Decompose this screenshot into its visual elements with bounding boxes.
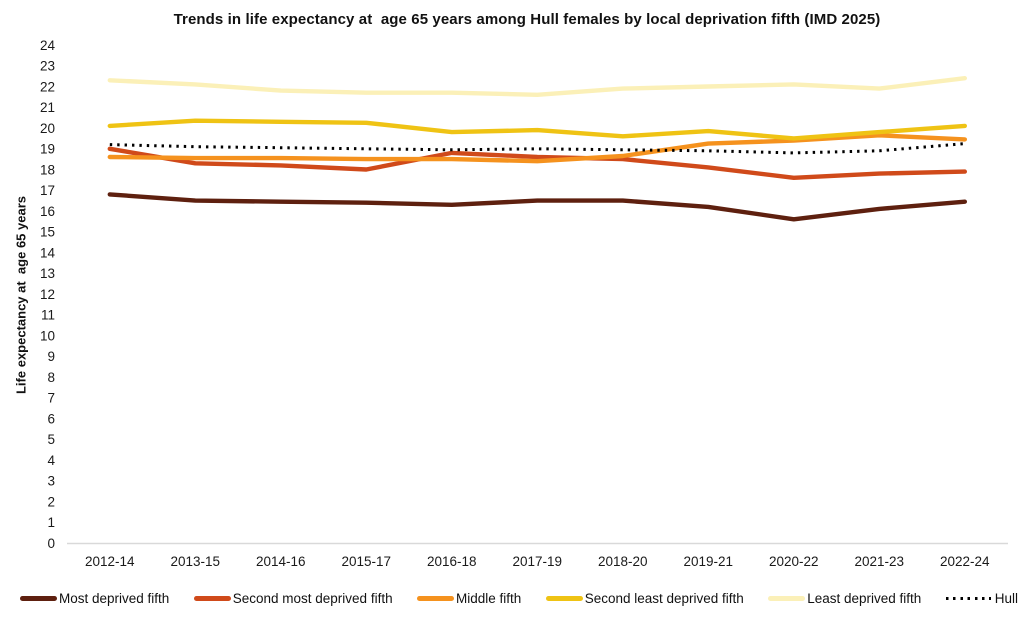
legend-item-second-most-deprived: Second most deprived fifth	[193, 591, 393, 606]
x-tick-label: 2014-16	[256, 554, 306, 569]
y-tick-label: 9	[47, 349, 55, 364]
legend-label: Second most deprived fifth	[232, 591, 393, 606]
y-tick-label: 11	[41, 308, 55, 323]
x-tick-label: 2022-24	[940, 554, 990, 569]
legend-item-most-deprived: Most deprived fifth	[20, 591, 169, 606]
y-tick-label: 22	[40, 79, 55, 94]
y-tick-label: 21	[40, 100, 55, 115]
legend-item-middle: Middle fifth	[417, 591, 521, 606]
legend-swatch-least-deprived	[768, 596, 806, 601]
legend-label: Second least deprived fifth	[584, 591, 744, 606]
x-tick-label: 2019-21	[683, 554, 733, 569]
y-tick-label: 8	[47, 370, 55, 385]
y-tick-label: 2	[47, 494, 55, 509]
legend-swatch-most-deprived	[20, 596, 57, 601]
y-tick-label: 7	[47, 391, 55, 406]
y-tick-label: 12	[40, 287, 55, 302]
y-tick-label: 23	[40, 59, 55, 74]
y-tick-label: 15	[40, 225, 55, 240]
y-tick-label: 1	[47, 515, 55, 530]
series-line-most-deprived-fifth	[107, 192, 967, 222]
y-tick-label: 13	[40, 266, 55, 281]
y-tick-label: 0	[47, 536, 55, 551]
x-tick-label: 2012-14	[85, 554, 135, 569]
y-tick-label: 24	[40, 38, 56, 53]
legend-item-hull: Hull	[945, 591, 1018, 606]
x-tick-label: 2020-22	[769, 554, 819, 569]
legend-swatch-second-least-deprived	[545, 596, 583, 601]
series-line-middle-fifth	[107, 133, 967, 164]
legend-label: Least deprived fifth	[807, 591, 922, 606]
x-tick-label: 2016-18	[427, 554, 477, 569]
series-line-second-least-deprived-fifth	[107, 118, 967, 141]
legend-label: Middle fifth	[456, 591, 522, 606]
x-tick-label: 2017-19	[512, 554, 562, 569]
y-tick-label: 4	[47, 453, 55, 468]
legend-item-least-deprived: Least deprived fifth	[768, 591, 921, 606]
y-tick-label: 16	[40, 204, 55, 219]
legend-label: Most deprived fifth	[59, 591, 170, 606]
series-line-second-most-deprived-fifth	[107, 146, 967, 181]
y-tick-label: 17	[40, 183, 55, 198]
legend-swatch-middle	[417, 596, 454, 601]
x-tick-label: 2013-15	[170, 554, 220, 569]
y-tick-label: 19	[40, 142, 55, 157]
y-tick-label: 5	[47, 432, 55, 447]
legend-swatch-hull-dotted	[945, 597, 991, 600]
x-tick-label: 2018-20	[598, 554, 648, 569]
x-tick-label: 2015-17	[341, 554, 391, 569]
y-tick-label: 6	[47, 411, 55, 426]
y-tick-label: 14	[40, 245, 56, 260]
chart-legend: Most deprived fifth Second most deprived…	[20, 591, 1018, 606]
series-line-least-deprived-fifth	[107, 75, 967, 98]
legend-item-second-least-deprived: Second least deprived fifth	[545, 591, 744, 606]
y-tick-label: 18	[40, 162, 55, 177]
legend-label: Hull	[994, 591, 1018, 606]
chart-title: Trends in life expectancy at age 65 year…	[173, 11, 881, 28]
series-line-hull	[109, 142, 965, 155]
legend-swatch-second-most-deprived	[193, 596, 231, 601]
y-tick-label: 20	[40, 121, 55, 136]
y-tick-label: 10	[40, 328, 55, 343]
y-tick-label: 3	[47, 474, 55, 489]
x-tick-label: 2021-23	[854, 554, 904, 569]
